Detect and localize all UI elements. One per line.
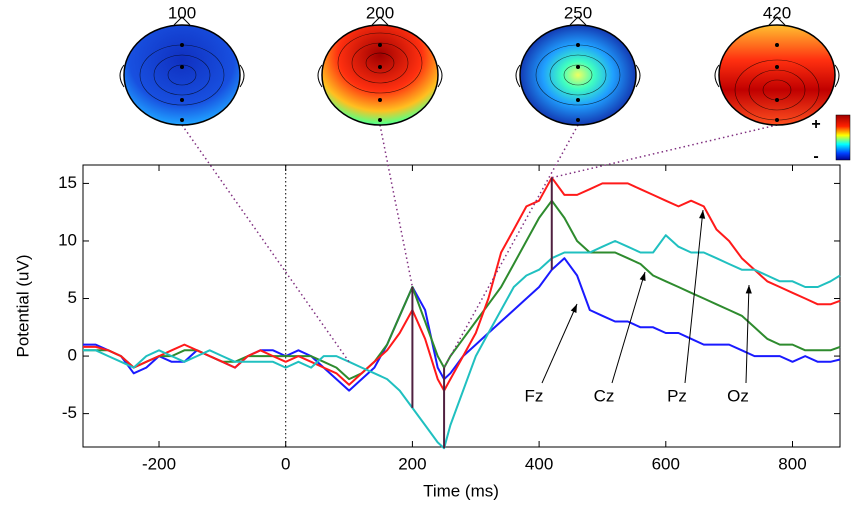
colorbar-label: + [811, 116, 820, 133]
annotation-arrow [684, 209, 704, 384]
topomap-time: 250 [564, 3, 592, 22]
contour [365, 52, 395, 74]
annotation-arrow [611, 271, 646, 384]
connector [551, 124, 778, 179]
arrow-head [570, 304, 577, 313]
contour [337, 32, 423, 94]
y-axis-label: Potential (uV) [13, 255, 32, 358]
y-tick-label: 5 [68, 288, 77, 307]
colorbar [835, 114, 851, 161]
connector [443, 124, 579, 368]
contour [748, 69, 806, 111]
electrode [180, 98, 184, 102]
electrode [576, 98, 580, 102]
arrow-head [639, 272, 646, 281]
connector [181, 124, 350, 363]
topomap [321, 24, 439, 126]
electrode [378, 43, 382, 47]
electrode [180, 65, 184, 69]
x-tick-label: -200 [142, 454, 176, 473]
x-tick-label: 600 [652, 454, 680, 473]
electrode [180, 43, 184, 47]
electrode [180, 118, 184, 122]
topomap [718, 24, 836, 126]
electrode [576, 65, 580, 69]
contour [153, 54, 211, 96]
series-label: Fz [525, 386, 544, 405]
contour [549, 54, 607, 96]
connector [379, 124, 414, 288]
head-ear [317, 16, 443, 88]
head-ear [515, 16, 641, 88]
topomap-time: 420 [763, 3, 791, 22]
electrode [775, 43, 779, 47]
annotation-arrow [541, 303, 578, 384]
series-line [83, 257, 841, 392]
arrow-head [745, 285, 752, 294]
series-line [83, 199, 841, 381]
y-tick-label: 10 [58, 230, 77, 249]
y-tick-label: 0 [68, 346, 77, 365]
electrode [378, 98, 382, 102]
electrode [775, 118, 779, 122]
electrode [576, 118, 580, 122]
topomap [123, 24, 241, 126]
head-ear [714, 16, 840, 88]
x-axis-label: Time (ms) [423, 481, 499, 500]
series-label: Oz [727, 386, 749, 405]
topomap-time: 200 [366, 3, 394, 22]
colorbar-label: - [813, 148, 818, 165]
annotation-arrow [745, 284, 750, 384]
x-tick-label: 400 [525, 454, 553, 473]
series-line [83, 234, 841, 450]
y-tick-label: -5 [62, 403, 77, 422]
topomap-time: 100 [168, 3, 196, 22]
x-tick-label: 800 [778, 454, 806, 473]
electrode [378, 65, 382, 69]
series-line [83, 176, 841, 392]
head-ear [119, 16, 245, 88]
series-label: Pz [667, 386, 687, 405]
series-label: Cz [594, 386, 615, 405]
electrode [775, 98, 779, 102]
electrode [378, 118, 382, 122]
electrode [775, 65, 779, 69]
electrode [576, 43, 580, 47]
y-tick-label: 15 [58, 173, 77, 192]
plot-frame [82, 164, 841, 448]
topomap [519, 24, 637, 126]
x-tick-label: 0 [281, 454, 290, 473]
arrow-head [699, 210, 706, 219]
x-tick-label: 200 [398, 454, 426, 473]
